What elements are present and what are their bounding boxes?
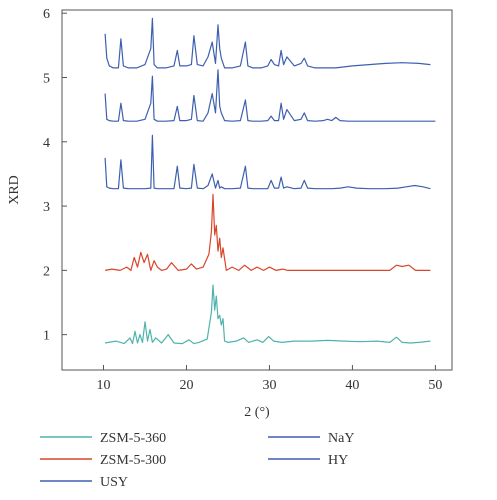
legend-item: USY (40, 475, 128, 490)
x-axis-label: 2 (°) (244, 405, 270, 420)
x-tick-label: 50 (428, 378, 442, 393)
legend-label: ZSM-5-360 (100, 431, 166, 446)
y-tick-label: 2 (43, 264, 50, 279)
legend-item: ZSM-5-300 (40, 453, 166, 468)
y-tick-label: 5 (43, 72, 50, 87)
y-tick-label: 3 (43, 200, 50, 215)
series-line-usy (104, 134, 431, 190)
y-tick-label: 1 (43, 329, 50, 344)
plot-area-frame (61, 9, 453, 371)
legend-label: USY (100, 475, 128, 490)
legend-item: HY (268, 453, 348, 468)
y-tick-label: 6 (43, 7, 50, 22)
series-line-nay (104, 69, 436, 122)
legend-label: ZSM-5-300 (100, 453, 166, 468)
x-tick-label: 10 (96, 378, 110, 393)
x-tick-label: 30 (262, 378, 276, 393)
legend-label: HY (328, 453, 348, 468)
legend-item: NaY (268, 431, 354, 446)
series-line-hy (104, 17, 431, 69)
series-line-zsm-5-360 (104, 284, 431, 345)
y-tick-label: 4 (43, 136, 50, 151)
series-line-zsm-5-300 (104, 193, 431, 271)
x-tick-label: 40 (345, 378, 359, 393)
legend-label: NaY (328, 431, 354, 446)
y-axis-label: XRD (7, 175, 22, 205)
legend-item: ZSM-5-360 (40, 431, 166, 446)
x-tick-label: 20 (179, 378, 193, 393)
